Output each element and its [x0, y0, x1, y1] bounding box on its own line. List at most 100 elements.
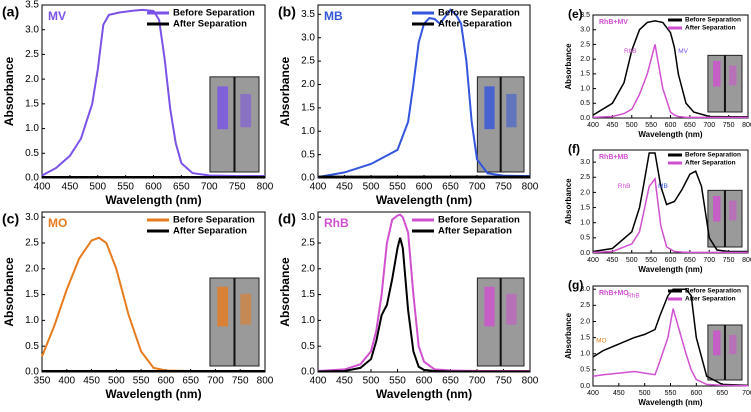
y-axis-label: Absorbance — [564, 312, 573, 359]
panel-label: (g) — [568, 278, 583, 292]
y-tick-label: 2.5 — [580, 41, 590, 48]
x-tick-label: 500 — [626, 257, 638, 264]
x-tick-label: 700 — [207, 376, 224, 387]
x-tick-label: 450 — [336, 182, 353, 193]
legend-label: Before Separation — [685, 288, 741, 295]
panel-title: RhB — [324, 216, 349, 230]
inset-photo — [476, 76, 525, 173]
x-tick-label: 700 — [742, 390, 751, 397]
y-tick-label: 2.0 — [301, 263, 315, 274]
y-tick-label: 1.0 — [25, 123, 39, 134]
x-tick-label: 550 — [389, 182, 406, 193]
x-axis-label: Wavelength (nm) — [638, 398, 702, 407]
x-tick-label: 750 — [229, 182, 246, 193]
x-tick-label: 450 — [607, 122, 619, 129]
x-tick-label: 500 — [639, 390, 651, 397]
y-axis-label: Absorbance — [564, 178, 573, 225]
x-tick-label: 650 — [684, 122, 696, 129]
y-tick-label: 0.0 — [25, 173, 39, 184]
x-tick-label: 450 — [83, 376, 100, 387]
y-tick-label: 1.5 — [25, 289, 39, 300]
x-tick-label: 600 — [145, 182, 162, 193]
inset-photo — [476, 277, 525, 367]
legend-label: Before Separation — [438, 8, 520, 19]
x-tick-label: 550 — [645, 122, 657, 129]
x-tick-label: 750 — [495, 182, 512, 193]
legend-label: Before Separation — [173, 215, 255, 226]
annotation: MO — [596, 338, 606, 345]
y-tick-label: 0.5 — [580, 367, 590, 374]
y-tick-label: 1.5 — [301, 103, 315, 114]
panel-title: RhB+MB — [599, 154, 628, 161]
x-tick-label: 550 — [133, 376, 150, 387]
y-tick-label: 2.5 — [580, 174, 590, 181]
inset-tube — [484, 86, 495, 130]
inset-tube — [217, 86, 229, 130]
y-tick-label: 3.5 — [301, 9, 315, 20]
x-tick-label: 550 — [117, 182, 134, 193]
y-tick-label: 0.5 — [580, 235, 590, 242]
y-tick-label: 2.5 — [301, 56, 315, 67]
y-tick-label: 0.5 — [301, 341, 315, 352]
x-tick-label: 700 — [469, 376, 486, 387]
y-tick-label: 0.5 — [301, 149, 315, 160]
annotation: MB — [658, 183, 668, 190]
legend-label: After Separation — [685, 25, 736, 32]
inset-tube — [240, 293, 252, 325]
x-tick-label: 550 — [645, 257, 657, 264]
data-line — [41, 8, 265, 177]
inset-tube — [729, 334, 737, 355]
x-tick-label: 500 — [108, 376, 125, 387]
legend-label: Before Separation — [685, 152, 741, 159]
legend-label: After Separation — [685, 296, 736, 303]
y-tick-label: 0.0 — [580, 250, 590, 257]
y-tick-label: 2.0 — [580, 56, 590, 63]
inset-tube — [484, 286, 495, 327]
inset-photo — [707, 54, 743, 113]
y-tick-label: 1.5 — [301, 289, 315, 300]
x-axis-label: Wavelength (nm) — [105, 193, 201, 207]
panel-title: MO — [48, 216, 67, 230]
x-tick-label: 450 — [613, 390, 625, 397]
y-tick-label: 0.5 — [25, 148, 39, 159]
annotation: RhB — [618, 183, 631, 190]
x-tick-label: 600 — [665, 257, 677, 264]
x-tick-label: 450 — [336, 376, 353, 387]
y-tick-label: 1.5 — [25, 98, 39, 109]
y-tick-label: 1.0 — [25, 315, 39, 326]
x-axis-label: Wavelength (nm) — [105, 387, 201, 401]
x-tick-label: 400 — [58, 376, 75, 387]
x-tick-label: 750 — [495, 376, 512, 387]
x-tick-label: 650 — [716, 390, 728, 397]
x-tick-label: 650 — [182, 376, 199, 387]
y-tick-label: 2.5 — [25, 49, 39, 60]
y-tick-label: 0.0 — [301, 367, 315, 378]
x-tick-label: 400 — [34, 182, 51, 193]
x-axis-label: Wavelength (nm) — [376, 193, 472, 207]
x-tick-label: 400 — [587, 122, 599, 129]
x-tick-label: 600 — [665, 122, 677, 129]
y-axis-label: Absorbance — [2, 57, 16, 127]
x-tick-label: 500 — [89, 182, 106, 193]
y-tick-label: 3.0 — [25, 212, 39, 223]
y-tick-label: 3.5 — [580, 12, 590, 19]
y-tick-label: 1.5 — [580, 204, 590, 211]
inset-photo — [209, 76, 260, 173]
legend-label: After Separation — [173, 19, 247, 30]
x-tick-label: 800 — [742, 122, 751, 129]
panel-title: MB — [324, 9, 343, 23]
x-tick-label: 650 — [684, 257, 696, 264]
x-axis-label: Wavelength (nm) — [638, 130, 702, 139]
legend-label: After Separation — [173, 226, 247, 237]
y-axis-label: Absorbance — [2, 257, 16, 327]
y-tick-label: 0.0 — [580, 115, 590, 122]
x-tick-label: 600 — [158, 376, 175, 387]
y-tick-label: 1.0 — [580, 220, 590, 227]
panel-label: (f) — [568, 142, 580, 156]
panel-title: MV — [48, 9, 66, 23]
y-tick-label: 2.0 — [25, 74, 39, 85]
y-axis-label: Absorbance — [278, 257, 292, 327]
inset-photo — [209, 277, 260, 367]
x-tick-label: 650 — [173, 182, 190, 193]
y-tick-label: 2.0 — [580, 318, 590, 325]
